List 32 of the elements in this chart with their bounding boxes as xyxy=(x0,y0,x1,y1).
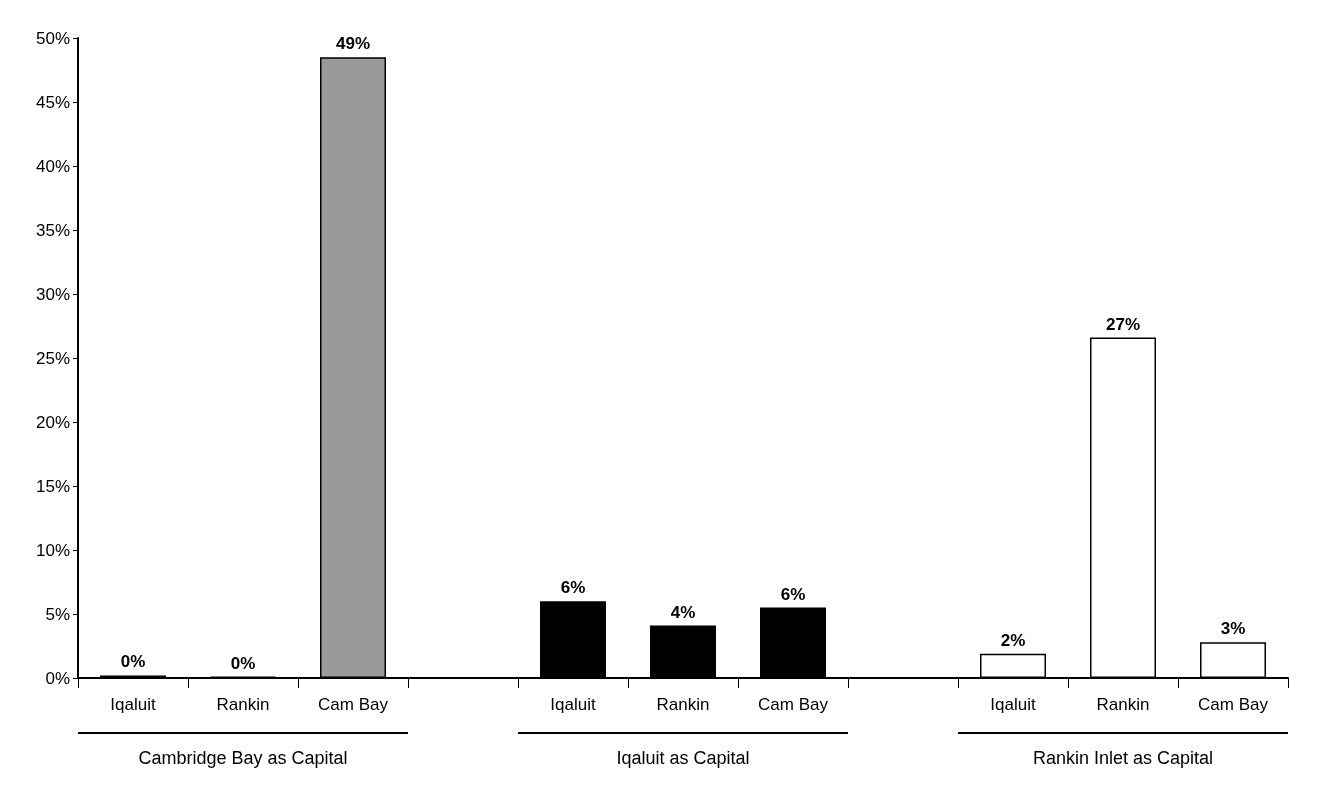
x-tick-label: Iqaluit xyxy=(990,695,1036,714)
y-tick-label: 15% xyxy=(35,476,70,496)
y-tick-label: 20% xyxy=(35,412,70,432)
text: Rankin Inlet as Capital xyxy=(1032,748,1214,768)
y-tick-label: 45% xyxy=(35,92,70,112)
data-label: 27% xyxy=(1105,314,1141,334)
x-tick-label: Rankin xyxy=(656,695,710,714)
y-tick-label: 10% xyxy=(35,540,70,560)
data-label: 49% xyxy=(335,34,371,54)
data-label: 2% xyxy=(1000,630,1026,650)
data-label: 3% xyxy=(1220,619,1246,639)
x-tick-label: Cam Bay xyxy=(318,695,389,714)
data-label: 4% xyxy=(670,602,696,622)
y-tick-label: 5% xyxy=(45,604,70,624)
data-label: 0% xyxy=(120,652,146,672)
y-tick-label: 40% xyxy=(35,156,70,176)
x-tick-label: Cam Bay xyxy=(758,695,829,714)
text: Iqaluit as Capital xyxy=(616,748,750,768)
data-label: 6% xyxy=(560,578,586,598)
y-tick-label: 30% xyxy=(35,284,70,304)
text: Cambridge Bay as Capital xyxy=(138,748,348,768)
data-label: 0% xyxy=(230,653,256,673)
y-tick-label: 35% xyxy=(35,220,70,240)
x-tick-label: Iqaluit xyxy=(110,695,156,714)
y-tick-label: 50% xyxy=(35,28,70,48)
y-tick-label: 0% xyxy=(45,668,70,688)
x-tick-label: Iqaluit xyxy=(550,695,596,714)
y-tick-label: 25% xyxy=(35,348,70,368)
x-tick-label: Cam Bay xyxy=(1198,695,1269,714)
data-label: 6% xyxy=(780,584,806,604)
x-tick-label: Rankin xyxy=(216,695,270,714)
x-tick-label: Rankin xyxy=(1096,695,1150,714)
